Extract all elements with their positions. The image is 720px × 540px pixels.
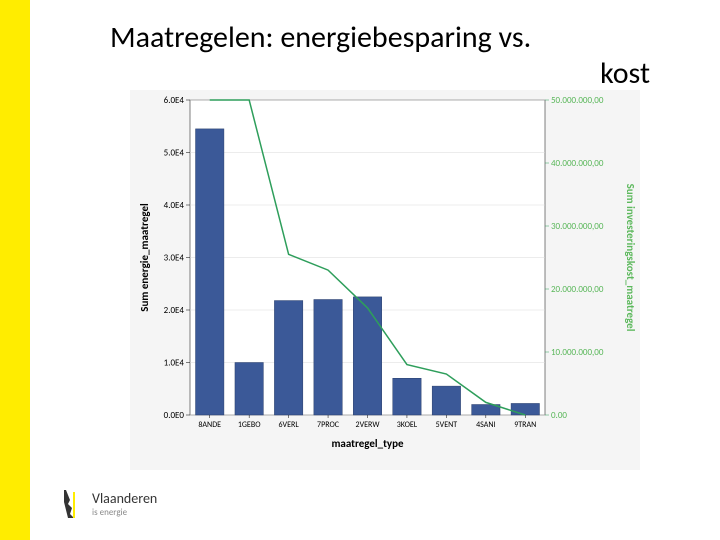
svg-text:20.000.000,00: 20.000.000,00 — [551, 284, 604, 295]
svg-text:40.000.000,00: 40.000.000,00 — [551, 158, 604, 169]
svg-text:6.0E4: 6.0E4 — [164, 95, 185, 106]
svg-text:5VENT: 5VENT — [436, 420, 458, 430]
chart-svg: 0.0E0 1.0E4 2.0E4 3.0E4 4.0E4 5.0E4 6.0E4 0.00 1… — [130, 90, 640, 470]
svg-text:3KOEL: 3KOEL — [397, 420, 418, 430]
chart: 0.0E0 1.0E4 2.0E4 3.0E4 4.0E4 5.0E4 6.0E4 0.00 1… — [130, 90, 640, 470]
svg-text:0.0E0: 0.0E0 — [164, 410, 185, 421]
svg-text:Sum investeringskost_maatregel: Sum investeringskost_maatregel — [624, 184, 637, 332]
svg-text:1.0E4: 1.0E4 — [164, 358, 185, 369]
slide-title: Maatregelen: energiebesparing vs. kost — [110, 20, 690, 92]
svg-text:5.0E4: 5.0E4 — [164, 148, 185, 159]
title-line1: Maatregelen: energiebesparing vs. — [110, 20, 690, 56]
brand-logo: Vlaanderen is energie — [60, 488, 157, 520]
accent-bar — [0, 0, 30, 540]
svg-text:50.000.000,00: 50.000.000,00 — [551, 95, 604, 106]
brand-sub: is energie — [92, 507, 157, 518]
svg-text:6VERL: 6VERL — [279, 420, 300, 430]
svg-text:4.0E4: 4.0E4 — [164, 200, 185, 211]
svg-text:Sum energie_maatregel: Sum energie_maatregel — [138, 203, 151, 312]
svg-text:10.000.000,00: 10.000.000,00 — [551, 347, 604, 358]
svg-text:maatregel_type: maatregel_type — [331, 437, 404, 450]
svg-text:0.00: 0.00 — [551, 410, 567, 421]
svg-text:30.000.000,00: 30.000.000,00 — [551, 221, 604, 232]
brand-name: Vlaanderen — [92, 490, 157, 507]
svg-text:4SANI: 4SANI — [476, 420, 495, 430]
title-line2: kost — [110, 56, 690, 92]
svg-text:2VERW: 2VERW — [356, 420, 381, 430]
svg-text:9TRAN: 9TRAN — [514, 420, 536, 430]
brand-text: Vlaanderen is energie — [92, 490, 157, 518]
svg-text:8ANDE: 8ANDE — [198, 420, 221, 430]
svg-text:1GEBO: 1GEBO — [238, 420, 261, 430]
lion-icon — [60, 488, 84, 520]
svg-text:3.0E4: 3.0E4 — [164, 253, 185, 264]
svg-text:7PROC: 7PROC — [317, 420, 340, 430]
svg-text:2.0E4: 2.0E4 — [164, 305, 185, 316]
